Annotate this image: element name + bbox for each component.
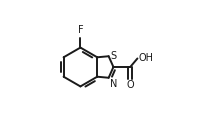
Text: O: O [126, 80, 134, 90]
Text: S: S [110, 51, 116, 61]
Text: F: F [78, 25, 83, 35]
Text: OH: OH [138, 53, 153, 64]
Text: N: N [110, 79, 118, 89]
